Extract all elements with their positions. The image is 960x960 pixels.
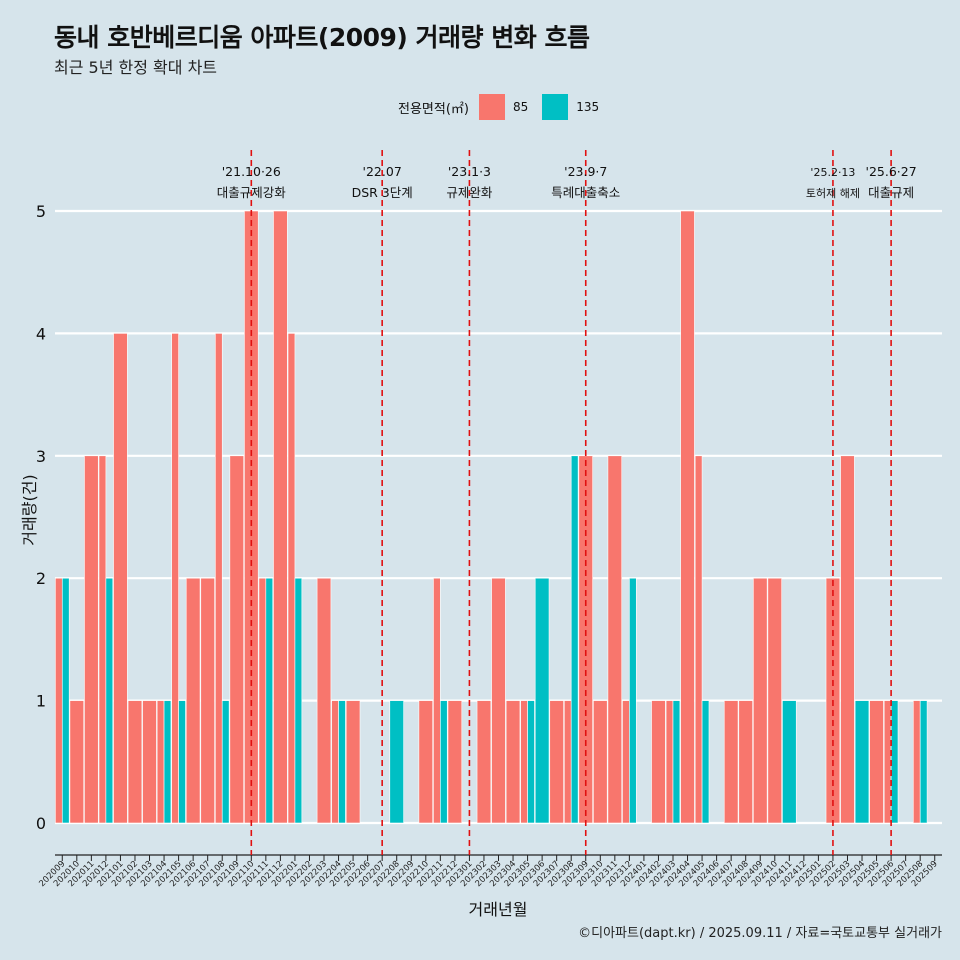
bar-135-202105 bbox=[178, 700, 186, 824]
legend: 전용면적(㎡) 85 135 bbox=[398, 94, 613, 120]
bar-85-202011 bbox=[84, 455, 99, 824]
bar-85-202105 bbox=[171, 333, 179, 824]
y-axis-label: 거래량(건) bbox=[20, 474, 39, 546]
y-tick-label-5: 5 bbox=[36, 202, 46, 221]
bar-85-202106 bbox=[185, 577, 201, 824]
legend-label-135: 135 bbox=[576, 100, 600, 114]
bar-85-202201 bbox=[287, 333, 296, 824]
bar-85-202303 bbox=[491, 577, 506, 824]
event-date-202506: '25.6·27 bbox=[866, 164, 917, 179]
bar-135-202204 bbox=[338, 700, 346, 824]
y-tick-label-3: 3 bbox=[36, 447, 46, 466]
bar-135-202312 bbox=[629, 577, 637, 824]
bar-85-202410 bbox=[767, 577, 782, 824]
bar-135-202411 bbox=[782, 700, 797, 824]
bar-85-202010 bbox=[69, 700, 85, 824]
bar-135-202111 bbox=[265, 577, 274, 824]
bar-85-202506 bbox=[883, 700, 892, 824]
bar-85-202009 bbox=[55, 577, 63, 824]
bar-85-202405 bbox=[694, 455, 703, 824]
bar-135-202201 bbox=[294, 577, 303, 824]
event-label-202301: 규제완화 bbox=[446, 185, 493, 200]
event-date-202502: '25.2·13 bbox=[810, 166, 855, 179]
bar-85-202012 bbox=[98, 455, 107, 824]
bar-135-202405 bbox=[701, 700, 710, 824]
x-axis-label: 거래년월 bbox=[468, 900, 528, 919]
bar-85-202404 bbox=[680, 210, 695, 824]
bar-85-202104 bbox=[156, 700, 165, 824]
bar-85-202107 bbox=[200, 577, 215, 824]
bar-85-202407 bbox=[723, 700, 739, 824]
bar-85-202109 bbox=[229, 455, 244, 824]
bar-135-202506 bbox=[890, 700, 899, 824]
legend-title: 전용면적(㎡) bbox=[398, 101, 469, 117]
bar-135-202104 bbox=[163, 700, 172, 824]
y-tick-label-0: 0 bbox=[36, 814, 46, 833]
bar-135-202211 bbox=[440, 700, 448, 824]
bar-85-202312 bbox=[622, 700, 630, 824]
y-tick-label-1: 1 bbox=[36, 692, 46, 711]
bar-85-202205 bbox=[345, 700, 361, 824]
event-label-202309: 특례대출축소 bbox=[551, 185, 620, 200]
bar-85-202212 bbox=[447, 700, 463, 824]
event-label-202110: 대출규제강화 bbox=[217, 185, 287, 200]
legend-item-85: 85 bbox=[478, 94, 529, 120]
chart-subtitle: 최근 5년 한정 확대 차트 bbox=[54, 58, 218, 77]
event-date-202309: '23.9·7 bbox=[564, 164, 607, 179]
bar-135-202108 bbox=[221, 700, 230, 824]
bar-85-202112 bbox=[273, 210, 288, 824]
event-label-202506: 대출규제 bbox=[868, 185, 914, 200]
bar-85-202307 bbox=[549, 700, 564, 824]
bar-135-202009 bbox=[61, 577, 70, 824]
event-label-202207: DSR 3단계 bbox=[352, 185, 413, 200]
bar-85-202311 bbox=[607, 455, 623, 824]
bar-85-202310 bbox=[593, 700, 608, 824]
bar-135-202305 bbox=[527, 700, 535, 824]
bar-85-202505 bbox=[869, 700, 884, 824]
y-tick-label-2: 2 bbox=[36, 569, 46, 588]
bar-85-202508 bbox=[912, 700, 921, 824]
bar-85-202503 bbox=[840, 455, 855, 824]
bar-85-202403 bbox=[665, 700, 674, 824]
legend-swatch-135 bbox=[542, 94, 569, 120]
bar-85-202308 bbox=[563, 700, 572, 824]
chart-title: 동내 호반베르디움 아파트(2009) 거래량 변화 흐름 bbox=[54, 23, 590, 52]
bar-85-202302 bbox=[476, 700, 492, 824]
bar-85-202103 bbox=[142, 700, 157, 824]
bar-85-202204 bbox=[331, 700, 339, 824]
legend-item-135: 135 bbox=[542, 94, 599, 120]
bar-85-202111 bbox=[258, 577, 267, 824]
bar-85-202409 bbox=[753, 577, 768, 824]
y-tick-label-4: 4 bbox=[36, 324, 46, 343]
bar-85-202408 bbox=[738, 700, 753, 824]
event-date-202207: '22.07 bbox=[363, 164, 402, 179]
bar-135-202403 bbox=[672, 700, 681, 824]
bar-135-202208 bbox=[389, 700, 404, 824]
bar-85-202305 bbox=[520, 700, 528, 824]
bar-85-202402 bbox=[651, 700, 666, 824]
event-date-202301: '23.1·3 bbox=[448, 164, 491, 179]
bar-85-202210 bbox=[418, 700, 434, 824]
bar-85-202101 bbox=[113, 333, 128, 824]
legend-label-85: 85 bbox=[512, 100, 529, 114]
bar-135-202306 bbox=[534, 577, 550, 824]
bar-85-202304 bbox=[505, 700, 521, 824]
bar-85-202211 bbox=[433, 577, 441, 824]
bar-135-202508 bbox=[919, 700, 928, 824]
bar-85-202203 bbox=[316, 577, 332, 824]
event-label-202502: 토허제 해제 bbox=[806, 186, 860, 200]
source-footer: ©디아파트(dapt.kr) / 2025.09.11 / 자료=국토교통부 실… bbox=[578, 926, 942, 941]
bar-135-202012 bbox=[105, 577, 114, 824]
bar-85-202108 bbox=[215, 333, 223, 824]
bar-135-202504 bbox=[854, 700, 870, 824]
legend-swatch-85 bbox=[478, 94, 505, 120]
bar-85-202102 bbox=[127, 700, 143, 824]
event-date-202110: '21.10·26 bbox=[222, 164, 281, 179]
bar-135-202308 bbox=[570, 455, 579, 824]
